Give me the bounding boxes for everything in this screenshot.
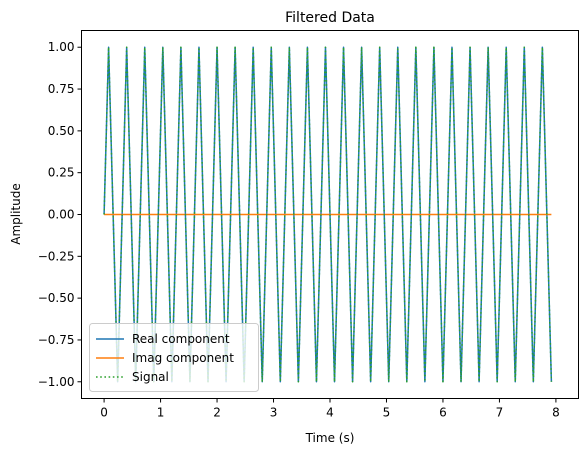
x-axis-label: Time (s) [305,431,355,445]
x-tick-label: 0 [100,406,108,420]
y-tick-label: −0.75 [38,333,75,347]
x-tick-label: 3 [270,406,278,420]
x-tick-label: 5 [383,406,391,420]
legend: Real component Imag component Signal [89,323,259,392]
y-tick-label: 0.50 [48,124,75,138]
y-tick-label: 0.00 [48,208,75,222]
y-axis-label: Amplitude [9,183,23,245]
x-axis-ticks: 0 1 2 3 4 5 6 7 8 [100,398,560,420]
series-line-2 [103,46,553,383]
x-tick-label: 6 [439,406,447,420]
x-tick-label: 1 [157,406,165,420]
y-tick-label: −0.25 [38,249,75,263]
x-tick-label: 4 [326,406,334,420]
x-tick-label: 7 [496,406,504,420]
legend-box [89,323,259,392]
y-tick-label: 1.00 [48,40,75,54]
series-lines [103,46,553,383]
chart-title: Filtered Data [285,10,375,26]
legend-label-real: Real component [132,332,230,346]
y-tick-label: 0.75 [48,82,75,96]
x-tick-label: 8 [552,406,560,420]
legend-label-signal: Signal [132,370,169,384]
y-axis-ticks: −1.00 −0.75 −0.50 −0.25 0.00 0.25 0.50 0.75 1.00 [38,40,82,389]
x-tick-label: 2 [213,406,221,420]
y-tick-label: −0.50 [38,291,75,305]
y-tick-label: −1.00 [38,375,75,389]
y-tick-label: 0.25 [48,166,75,180]
legend-label-imag: Imag component [132,351,234,365]
